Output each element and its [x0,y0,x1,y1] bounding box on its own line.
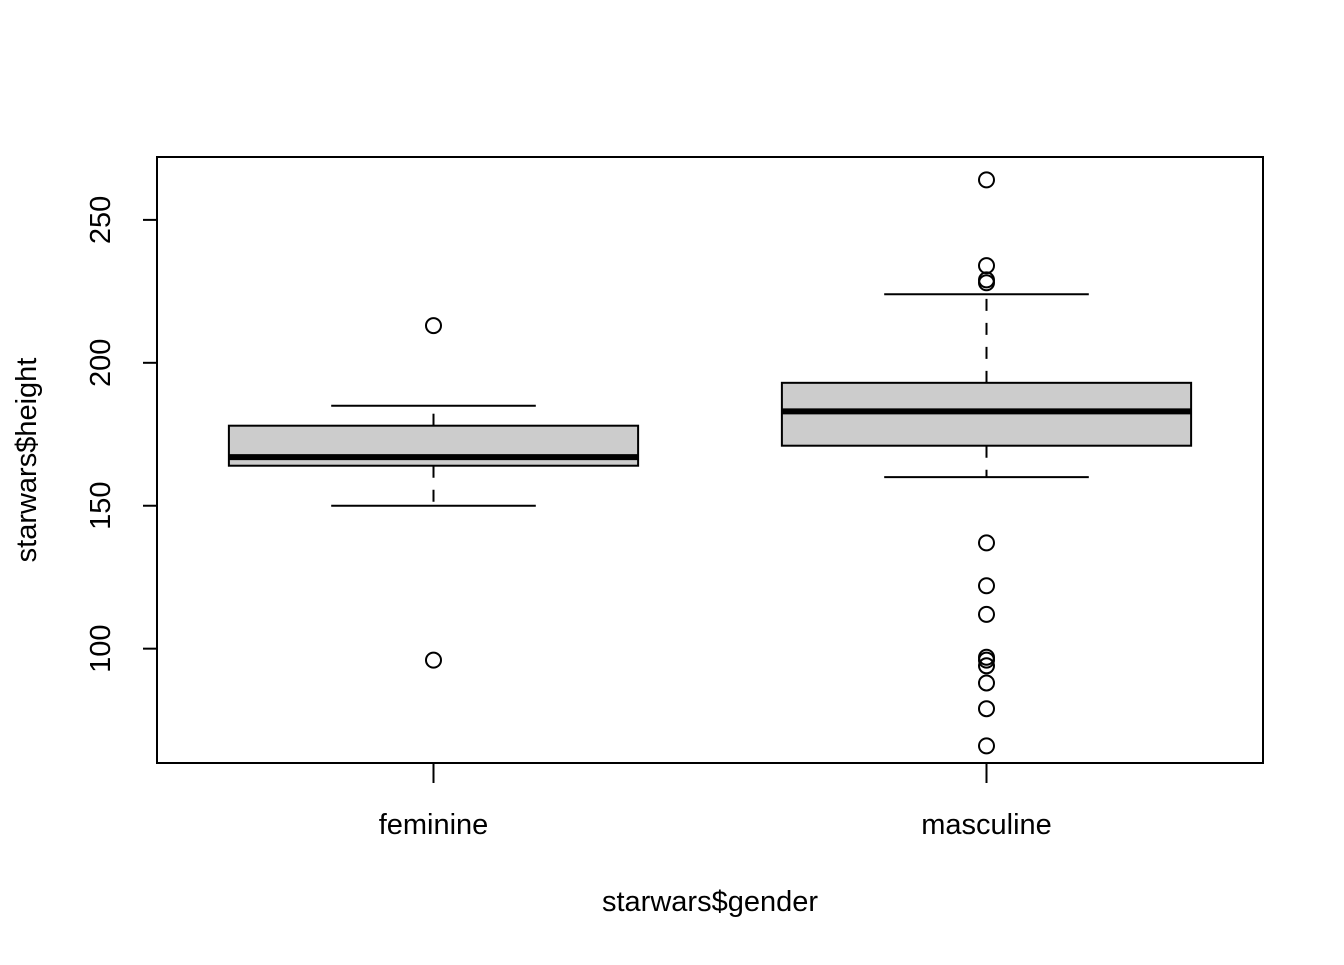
outlier-point [978,651,995,669]
outlier-point [978,700,995,718]
outlier-point [978,657,995,675]
x-tick-label-masculine: masculine [921,809,1052,841]
y-axis-title: starwars$height [11,358,43,563]
box-group-feminine [227,317,640,669]
box-group-masculine [780,171,1193,755]
y-tick-label: 200 [85,339,117,387]
outlier-point [978,605,995,623]
x-axis-title: starwars$gender [602,886,818,918]
boxes-layer [227,171,1193,755]
outlier-point [425,317,442,335]
plot-frame [156,156,1264,764]
outlier-point [978,737,995,755]
axes-layer: 100 150 200 250 feminine masculine [85,196,1052,841]
outlier-point [978,171,995,189]
y-tick-label: 250 [85,196,117,244]
y-tick-label: 150 [85,482,117,530]
outlier-point [978,674,995,692]
outlier-point [425,651,442,669]
outlier-point [978,274,995,292]
x-tick-label-feminine: feminine [379,809,489,841]
y-tick-label: 100 [85,624,117,672]
outlier-point [978,577,995,595]
outlier-point [978,534,995,552]
